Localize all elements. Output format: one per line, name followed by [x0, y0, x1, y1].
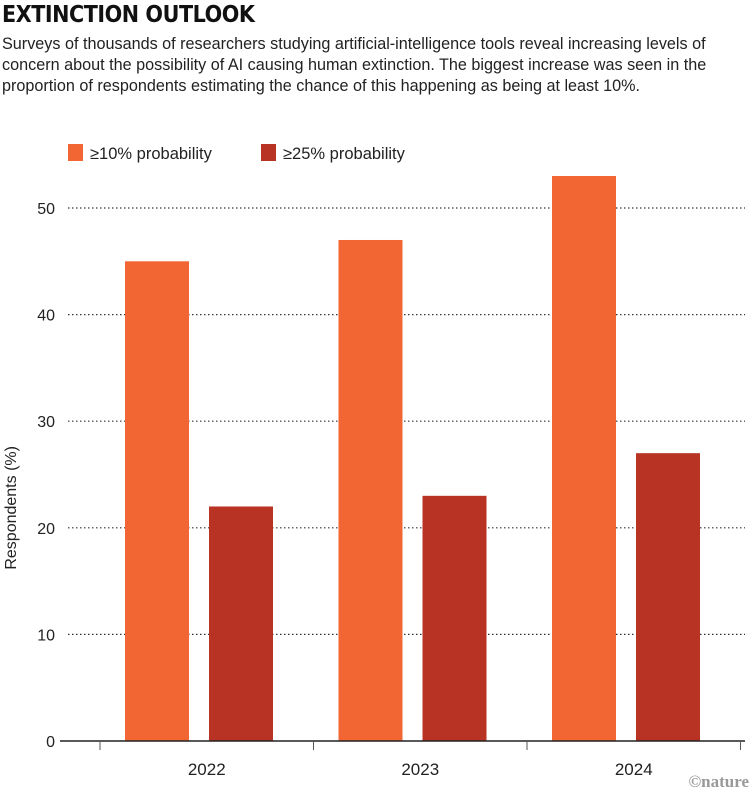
y-tick-label: 20	[37, 521, 55, 538]
legend-swatch	[68, 144, 83, 161]
legend-label: ≥10% probability	[90, 145, 213, 163]
y-tick-label: 0	[46, 734, 55, 751]
x-tick-label: 2023	[401, 760, 439, 779]
legend-swatch	[261, 144, 276, 161]
y-tick-label: 50	[37, 201, 55, 218]
bar-2024-series-0	[552, 176, 616, 741]
chart-title: EXTINCTION OUTLOOK	[2, 2, 255, 28]
chart-subtitle: Surveys of thousands of researchers stud…	[2, 35, 707, 95]
bar-2022-series-0	[125, 261, 189, 741]
x-tick-label: 2022	[188, 760, 226, 779]
y-axis-label: Respondents (%)	[3, 446, 20, 570]
bar-2024-series-1	[636, 453, 700, 741]
x-tick-label: 2024	[615, 760, 653, 779]
bar-2023-series-1	[422, 495, 487, 741]
nature-credit: ©nature	[688, 772, 749, 790]
legend-label: ≥25% probability	[283, 145, 406, 163]
y-tick-label: 30	[37, 414, 55, 431]
bar-2023-series-0	[338, 239, 403, 742]
y-tick-label: 10	[37, 627, 55, 644]
bar-2022-series-1	[209, 506, 273, 741]
y-tick-label: 40	[37, 308, 55, 325]
